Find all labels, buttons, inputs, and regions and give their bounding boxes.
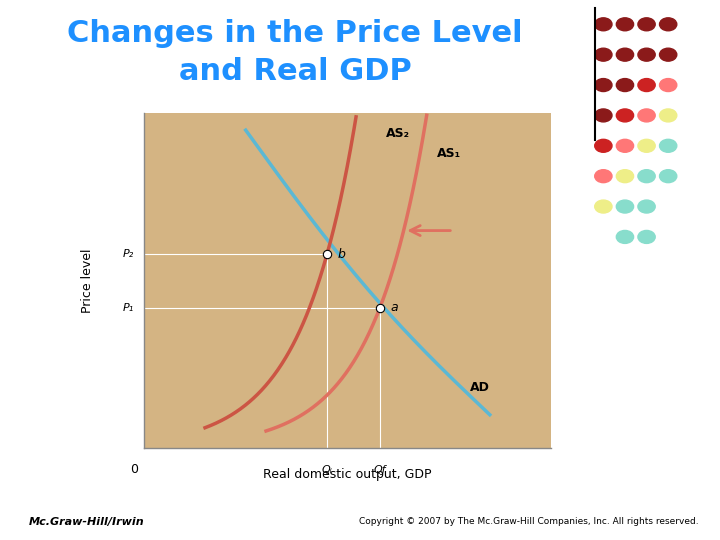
Text: AS₁: AS₁ (437, 147, 461, 160)
X-axis label: Real domestic output, GDP: Real domestic output, GDP (263, 468, 432, 481)
Text: Copyright © 2007 by The Mc.Graw-Hill Companies, Inc. All rights reserved.: Copyright © 2007 by The Mc.Graw-Hill Com… (359, 517, 698, 526)
Text: a: a (390, 301, 397, 314)
Text: AS₂: AS₂ (386, 127, 410, 140)
Text: P₂: P₂ (122, 249, 134, 259)
Text: AD: AD (469, 381, 490, 394)
Text: Price level: Price level (81, 248, 94, 313)
Text: Qƒ: Qƒ (374, 465, 386, 475)
Text: P₁: P₁ (122, 302, 134, 313)
Text: Changes in the Price Level: Changes in the Price Level (68, 19, 523, 48)
Text: Mc.Graw-Hill/Irwin: Mc.Graw-Hill/Irwin (29, 516, 145, 526)
Text: and Real GDP: and Real GDP (179, 57, 412, 86)
Text: b: b (337, 247, 345, 260)
Text: Qₗ: Qₗ (322, 465, 333, 475)
Text: 0: 0 (130, 463, 138, 476)
